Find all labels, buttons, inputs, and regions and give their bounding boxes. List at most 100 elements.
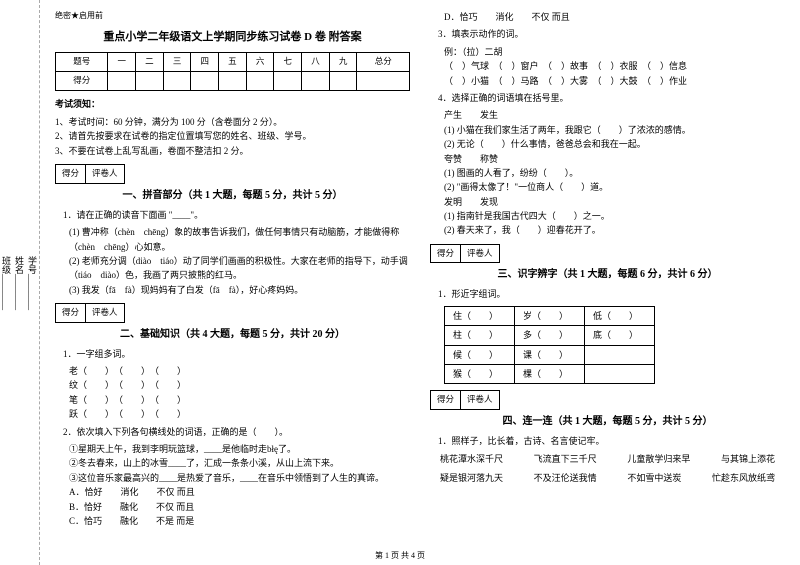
q2-3b: （ ）小猫 （ ）马路 （ ）大雾 （ ）大鼓 （ ）作业 <box>444 74 785 88</box>
section-bar-2: 得分 评卷人 <box>55 303 410 323</box>
q1a: (1) 曹冲称（chèn chēng）象的故事告诉我们，做任何事情只有动脑筋，才… <box>69 225 410 254</box>
cell: 候（ ） <box>445 345 515 364</box>
score-box: 得分 评卷人 <box>430 244 500 264</box>
q2-1r1: 老（ ） （ ） （ ） <box>69 364 410 378</box>
q1: 1．请在正确的读音下面画 "____"。 <box>63 208 410 222</box>
th-9: 九 <box>329 53 357 72</box>
td-blank <box>274 71 302 90</box>
section-3-title: 三、识字辨字（共 1 大题，每题 6 分，共计 6 分） <box>430 267 785 283</box>
notice-line: 3、不要在试卷上乱写乱画，卷面不整洁扣 2 分。 <box>55 144 410 158</box>
marker-label: 评卷人 <box>461 391 499 409</box>
th-total: 总分 <box>357 53 410 72</box>
phrase: 飞流直下三千尺 <box>534 452 597 466</box>
binding-margin: 学号________ 姓名________ 班级________ 学校_____… <box>0 0 40 565</box>
score-label: 得分 <box>431 245 461 263</box>
td-blank <box>108 71 136 90</box>
q2-1r3: 笔（ ） （ ） （ ） <box>69 393 410 407</box>
th-1: 一 <box>108 53 136 72</box>
td-score-label: 得分 <box>56 71 108 90</box>
notice-heading: 考试须知： <box>55 97 410 111</box>
table-row: 得分 <box>56 71 410 90</box>
score-box: 得分 评卷人 <box>55 303 125 323</box>
q1c: (3) 我发（fā fà）现妈妈有了白发（fā fà），好心疼妈妈。 <box>69 283 410 297</box>
link-row-1: 桃花潭水深千尺 飞流直下三千尺 儿童散学归来早 与其锦上添花 <box>440 452 775 466</box>
optA: A．恰好 消化 不仅 而且 <box>69 485 410 499</box>
q2-3ex: 例：（拉）二胡 <box>444 45 785 59</box>
secret-label: 绝密★启用前 <box>55 10 410 23</box>
score-label: 得分 <box>56 165 86 183</box>
th-3: 三 <box>163 53 191 72</box>
char-table: 住（ ）岁（ ）低（ ） 柱（ ）多（ ）底（ ） 候（ ）课（ ） 猴（ ）棵… <box>444 306 655 385</box>
q2-2c: ③这位音乐家最高兴的____是热爱了音乐，____在音乐中领悟到了人生的真谛。 <box>69 471 410 485</box>
th-7: 七 <box>274 53 302 72</box>
cell <box>585 345 655 364</box>
cell: 猴（ ） <box>445 365 515 384</box>
q2-4p2a: (1) 图画的人看了，纷纷（ ）。 <box>444 166 785 180</box>
section-bar-1: 得分 评卷人 <box>55 164 410 184</box>
right-column: D．恰巧 消化 不仅 而且 3．填表示动作的词。 例：（拉）二胡 （ ）气球 （… <box>430 10 785 560</box>
marker-label: 评卷人 <box>461 245 499 263</box>
optC: C．恰巧 融化 不是 而是 <box>69 514 410 528</box>
section-2-title: 二、基础知识（共 4 大题，每题 5 分，共计 20 分） <box>55 327 410 343</box>
cell: 住（ ） <box>445 306 515 325</box>
content-area: 绝密★启用前 重点小学二年级语文上学期同步练习试卷 D 卷 附答案 题号 一 二… <box>40 0 800 565</box>
td-blank <box>163 71 191 90</box>
q2-4p3b: (2) 春天来了，我（ ）迎春花开了。 <box>444 223 785 237</box>
td-blank <box>136 71 164 90</box>
q2-4p1a: (1) 小猫在我们家生活了两年，我跟它（ ）了浓浓的感情。 <box>444 123 785 137</box>
table-row: 住（ ）岁（ ）低（ ） <box>445 306 655 325</box>
section-bar-3: 得分 评卷人 <box>430 244 785 264</box>
q2-2a: ①星期天上午，我到李明玩篮球，____是他临时走błę了。 <box>69 442 410 456</box>
section-1-title: 一、拼音部分（共 1 大题，每题 5 分，共计 5 分） <box>55 188 410 204</box>
table-row: 候（ ）课（ ） <box>445 345 655 364</box>
marker-label: 评卷人 <box>86 304 124 322</box>
q2-1r4: 跃（ ） （ ） （ ） <box>69 407 410 421</box>
table-row: 题号 一 二 三 四 五 六 七 八 九 总分 <box>56 53 410 72</box>
cell: 低（ ） <box>585 306 655 325</box>
th-num: 题号 <box>56 53 108 72</box>
notice-line: 2、请首先按要求在试卷的指定位置填写您的姓名、班级、学号。 <box>55 129 410 143</box>
margin-field-id: 学号________ <box>26 256 39 310</box>
q2-4p1b: (2) 无论（ ）什么事情，爸爸总会和我在一起。 <box>444 137 785 151</box>
th-2: 二 <box>136 53 164 72</box>
table-row: 猴（ ）棵（ ） <box>445 365 655 384</box>
notice-line: 1、考试时间：60 分钟，满分为 100 分（含卷面分 2 分）。 <box>55 115 410 129</box>
score-table: 题号 一 二 三 四 五 六 七 八 九 总分 得分 <box>55 52 410 90</box>
q2-4p2b: (2) "画得太像了！"一位商人（ ）道。 <box>444 180 785 194</box>
q2-2b: ②冬去春来，山上的冰雪____了，汇成一条条小溪，从山上流下来。 <box>69 456 410 470</box>
score-label: 得分 <box>431 391 461 409</box>
table-row: 柱（ ）多（ ）底（ ） <box>445 326 655 345</box>
optD: D．恰巧 消化 不仅 而且 <box>444 10 785 24</box>
q2-3a: （ ）气球 （ ）窗户 （ ）故事 （ ）衣服 （ ）信息 <box>444 59 785 73</box>
cell: 柱（ ） <box>445 326 515 345</box>
phrase: 儿童散学归来早 <box>627 452 690 466</box>
cell: 岁（ ） <box>515 306 585 325</box>
phrase: 桃花潭水深千尺 <box>440 452 503 466</box>
optB: B．恰好 融化 不仅 而且 <box>69 500 410 514</box>
cell: 棵（ ） <box>515 365 585 384</box>
phrase: 不及汪伦送我情 <box>534 471 597 485</box>
q2-4p3a: (1) 指南针是我国古代四大（ ）之一。 <box>444 209 785 223</box>
th-5: 五 <box>219 53 247 72</box>
score-box: 得分 评卷人 <box>430 390 500 410</box>
th-4: 四 <box>191 53 219 72</box>
td-blank <box>329 71 357 90</box>
q2-1r2: 纹（ ） （ ） （ ） <box>69 378 410 392</box>
td-blank <box>357 71 410 90</box>
left-column: 绝密★启用前 重点小学二年级语文上学期同步练习试卷 D 卷 附答案 题号 一 二… <box>55 10 410 560</box>
phrase: 忙趁东风放纸鸢 <box>712 471 775 485</box>
cell <box>585 365 655 384</box>
cell: 多（ ） <box>515 326 585 345</box>
td-blank <box>246 71 274 90</box>
th-8: 八 <box>302 53 330 72</box>
phrase: 疑是银河落九天 <box>440 471 503 485</box>
td-blank <box>302 71 330 90</box>
q2-4p2: 夸赞 称赞 <box>444 152 785 166</box>
phrase: 不如雪中送炭 <box>627 471 681 485</box>
cell: 底（ ） <box>585 326 655 345</box>
q2-4p1: 产生 发生 <box>444 108 785 122</box>
th-6: 六 <box>246 53 274 72</box>
exam-title: 重点小学二年级语文上学期同步练习试卷 D 卷 附答案 <box>55 29 410 47</box>
q2-3: 3．填表示动作的词。 <box>438 27 785 41</box>
td-blank <box>219 71 247 90</box>
